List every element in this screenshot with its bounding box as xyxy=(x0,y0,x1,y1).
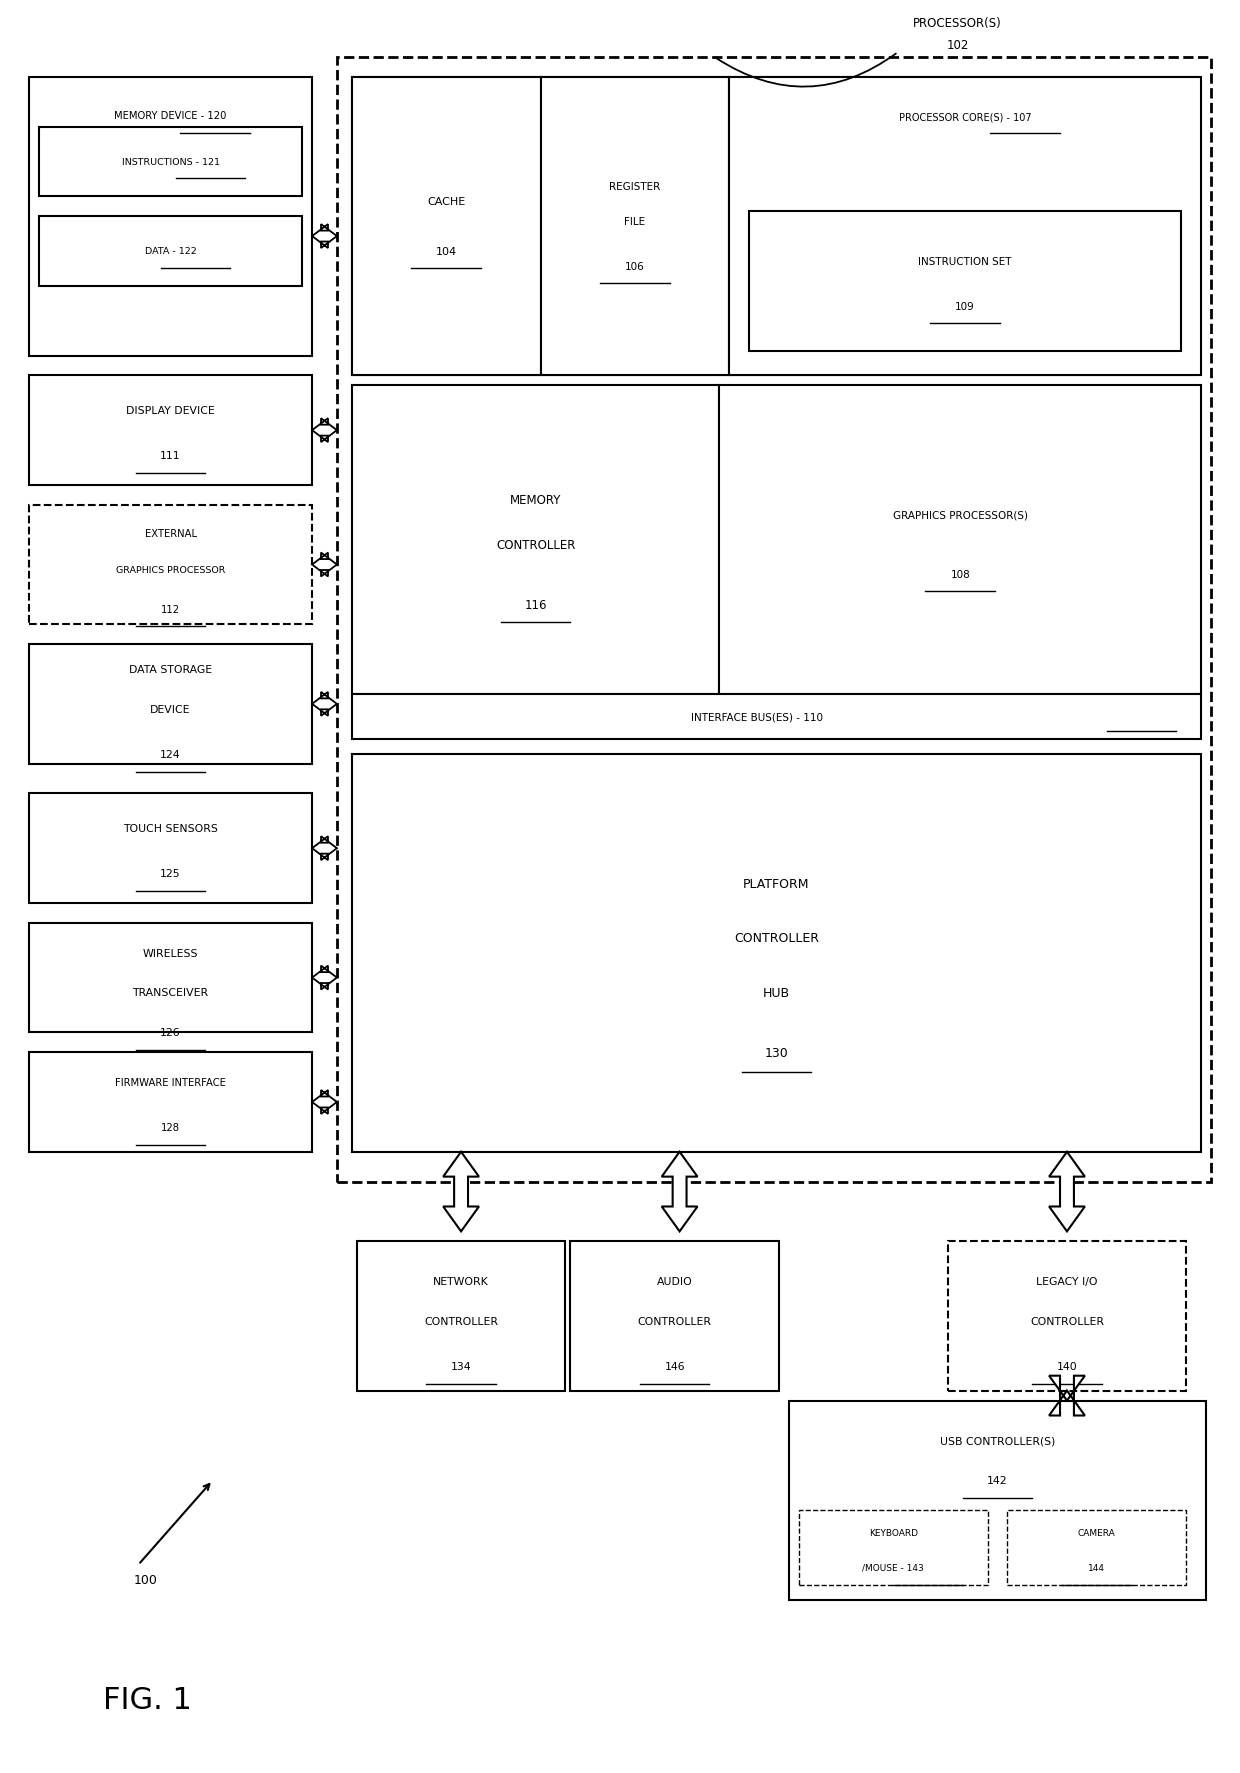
Text: CONTROLLER: CONTROLLER xyxy=(496,539,575,551)
Bar xyxy=(1007,1511,1187,1585)
Bar xyxy=(337,59,1211,1183)
Text: FIRMWARE INTERFACE: FIRMWARE INTERFACE xyxy=(115,1078,226,1087)
Text: CAMERA: CAMERA xyxy=(1078,1528,1116,1537)
Text: REGISTER: REGISTER xyxy=(609,183,661,191)
Text: 102: 102 xyxy=(946,39,968,53)
Text: CONTROLLER: CONTROLLER xyxy=(637,1316,712,1326)
Text: AUDIO: AUDIO xyxy=(657,1277,692,1287)
Text: 109: 109 xyxy=(955,301,975,312)
Polygon shape xyxy=(312,553,337,578)
Bar xyxy=(29,1053,312,1152)
Text: CONTROLLER: CONTROLLER xyxy=(734,933,818,945)
Text: CONTROLLER: CONTROLLER xyxy=(424,1316,498,1326)
Polygon shape xyxy=(312,966,337,989)
Bar xyxy=(799,1511,987,1585)
Bar xyxy=(947,1241,1187,1390)
Text: MEMORY: MEMORY xyxy=(510,495,562,507)
Text: KEYBOARD: KEYBOARD xyxy=(869,1528,918,1537)
Bar xyxy=(29,505,312,624)
Text: 142: 142 xyxy=(987,1475,1008,1486)
Text: GRAPHICS PROCESSOR(S): GRAPHICS PROCESSOR(S) xyxy=(893,511,1028,521)
Text: 108: 108 xyxy=(950,571,970,580)
Text: 116: 116 xyxy=(525,599,547,612)
Polygon shape xyxy=(312,1090,337,1113)
Text: DISPLAY DEVICE: DISPLAY DEVICE xyxy=(126,406,215,417)
Text: PROCESSOR(S): PROCESSOR(S) xyxy=(914,16,1002,30)
Text: INSTRUCTION SET: INSTRUCTION SET xyxy=(919,257,1012,266)
Polygon shape xyxy=(1049,1152,1085,1232)
Polygon shape xyxy=(312,837,337,860)
Text: DATA STORAGE: DATA STORAGE xyxy=(129,665,212,676)
Bar xyxy=(352,695,1202,739)
Text: DEVICE: DEVICE xyxy=(150,704,191,715)
Text: CONTROLLER: CONTROLLER xyxy=(1030,1316,1104,1326)
Polygon shape xyxy=(312,693,337,716)
Text: INSTRUCTIONS - 121: INSTRUCTIONS - 121 xyxy=(122,158,219,167)
Text: 100: 100 xyxy=(133,1573,157,1587)
Polygon shape xyxy=(312,225,337,248)
Bar xyxy=(38,128,303,197)
Bar xyxy=(29,794,312,904)
Bar xyxy=(719,387,1202,695)
Bar xyxy=(29,376,312,486)
Text: 106: 106 xyxy=(625,262,645,271)
Text: EXTERNAL: EXTERNAL xyxy=(145,528,197,539)
Text: /MOUSE - 143: /MOUSE - 143 xyxy=(862,1564,924,1573)
Polygon shape xyxy=(312,418,337,443)
Text: 124: 124 xyxy=(160,750,181,759)
Bar xyxy=(357,1241,565,1390)
Text: PROCESSOR CORE(S) - 107: PROCESSOR CORE(S) - 107 xyxy=(899,112,1032,122)
Text: WIRELESS: WIRELESS xyxy=(143,949,198,957)
Text: HUB: HUB xyxy=(763,986,790,1000)
Text: CACHE: CACHE xyxy=(427,197,465,207)
Bar xyxy=(29,78,312,356)
Bar xyxy=(352,754,1202,1152)
Polygon shape xyxy=(662,1152,697,1232)
Text: 112: 112 xyxy=(161,605,180,615)
Text: NETWORK: NETWORK xyxy=(433,1277,489,1287)
Text: LEGACY I/O: LEGACY I/O xyxy=(1037,1277,1097,1287)
Bar xyxy=(352,78,1197,376)
Text: 134: 134 xyxy=(451,1362,471,1371)
Bar xyxy=(789,1401,1207,1599)
Text: 111: 111 xyxy=(160,450,181,461)
Bar xyxy=(352,387,719,695)
Text: 146: 146 xyxy=(665,1362,684,1371)
Bar xyxy=(729,78,1202,376)
Text: 126: 126 xyxy=(160,1028,181,1037)
Text: 140: 140 xyxy=(1056,1362,1078,1371)
Bar xyxy=(352,78,541,376)
Polygon shape xyxy=(1049,1376,1085,1415)
Text: FIG. 1: FIG. 1 xyxy=(103,1684,192,1714)
Text: 104: 104 xyxy=(435,246,456,257)
Bar xyxy=(29,645,312,764)
Bar xyxy=(570,1241,779,1390)
Text: USB CONTROLLER(S): USB CONTROLLER(S) xyxy=(940,1436,1055,1445)
Text: DATA - 122: DATA - 122 xyxy=(145,248,196,257)
Text: INTERFACE BUS(ES) - 110: INTERFACE BUS(ES) - 110 xyxy=(691,713,822,722)
Text: PLATFORM: PLATFORM xyxy=(743,878,810,890)
Bar xyxy=(38,216,303,287)
Text: 130: 130 xyxy=(765,1046,789,1058)
Text: GRAPHICS PROCESSOR: GRAPHICS PROCESSOR xyxy=(115,566,226,574)
Polygon shape xyxy=(443,1152,479,1232)
Bar xyxy=(749,213,1182,351)
Text: FILE: FILE xyxy=(624,216,646,227)
Text: 125: 125 xyxy=(160,869,181,879)
Text: 144: 144 xyxy=(1089,1564,1105,1573)
Bar xyxy=(541,78,729,376)
Bar xyxy=(29,924,312,1032)
Text: 128: 128 xyxy=(161,1122,180,1133)
Text: TRANSCEIVER: TRANSCEIVER xyxy=(133,988,208,998)
Text: MEMORY DEVICE - 120: MEMORY DEVICE - 120 xyxy=(114,110,227,121)
Text: TOUCH SENSORS: TOUCH SENSORS xyxy=(123,824,218,833)
